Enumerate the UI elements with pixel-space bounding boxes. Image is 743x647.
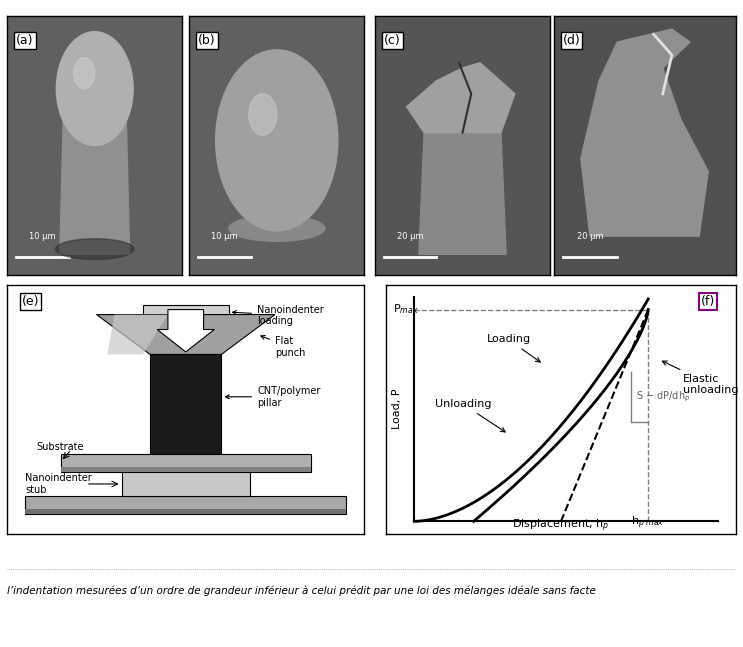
Polygon shape	[59, 115, 129, 254]
Text: (d): (d)	[562, 34, 580, 47]
Text: (a): (a)	[16, 34, 33, 47]
Polygon shape	[419, 133, 506, 254]
Ellipse shape	[56, 239, 134, 259]
Polygon shape	[581, 29, 708, 236]
Text: Loading: Loading	[487, 334, 540, 362]
Text: Flat
punch: Flat punch	[261, 336, 305, 358]
Text: Displacement, h$_p$: Displacement, h$_p$	[513, 518, 609, 534]
Text: CNT/polymer
pillar: CNT/polymer pillar	[225, 386, 320, 408]
Polygon shape	[97, 314, 275, 355]
Bar	[25, 496, 346, 514]
Text: (b): (b)	[198, 34, 215, 47]
Bar	[150, 355, 221, 454]
Polygon shape	[143, 305, 229, 314]
Text: h$_{p\ max}$: h$_{p\ max}$	[632, 515, 665, 531]
Text: (e): (e)	[22, 294, 39, 307]
Polygon shape	[406, 63, 515, 133]
Text: Unloading: Unloading	[435, 399, 505, 432]
Bar	[25, 509, 346, 514]
Text: 10 μm: 10 μm	[29, 232, 56, 241]
Text: 20 μm: 20 μm	[397, 232, 424, 241]
Circle shape	[74, 58, 95, 89]
Text: l’indentation mesurées d’un ordre de grandeur inférieur à celui prédit par une l: l’indentation mesurées d’un ordre de gra…	[7, 586, 597, 596]
Polygon shape	[107, 314, 168, 355]
Polygon shape	[158, 309, 214, 352]
Circle shape	[215, 50, 338, 231]
Bar	[61, 454, 311, 472]
Bar	[122, 472, 250, 496]
Text: Elastic
unloading: Elastic unloading	[662, 361, 739, 395]
Bar	[61, 466, 311, 472]
Text: 10 μm: 10 μm	[211, 232, 238, 241]
Text: Substrate: Substrate	[36, 442, 83, 452]
Text: 20 μm: 20 μm	[577, 232, 603, 241]
Text: Nanoindenter
stub: Nanoindenter stub	[25, 473, 92, 495]
Text: Load, P: Load, P	[392, 389, 402, 430]
Circle shape	[249, 94, 276, 135]
Text: (f): (f)	[701, 294, 715, 307]
Text: Nanoindenter
loading: Nanoindenter loading	[233, 305, 324, 326]
Circle shape	[56, 32, 133, 146]
Text: P$_{max}$: P$_{max}$	[393, 303, 419, 316]
Text: (c): (c)	[384, 34, 400, 47]
Ellipse shape	[229, 215, 325, 241]
Text: S − dP/dh$_p$: S − dP/dh$_p$	[636, 389, 690, 404]
